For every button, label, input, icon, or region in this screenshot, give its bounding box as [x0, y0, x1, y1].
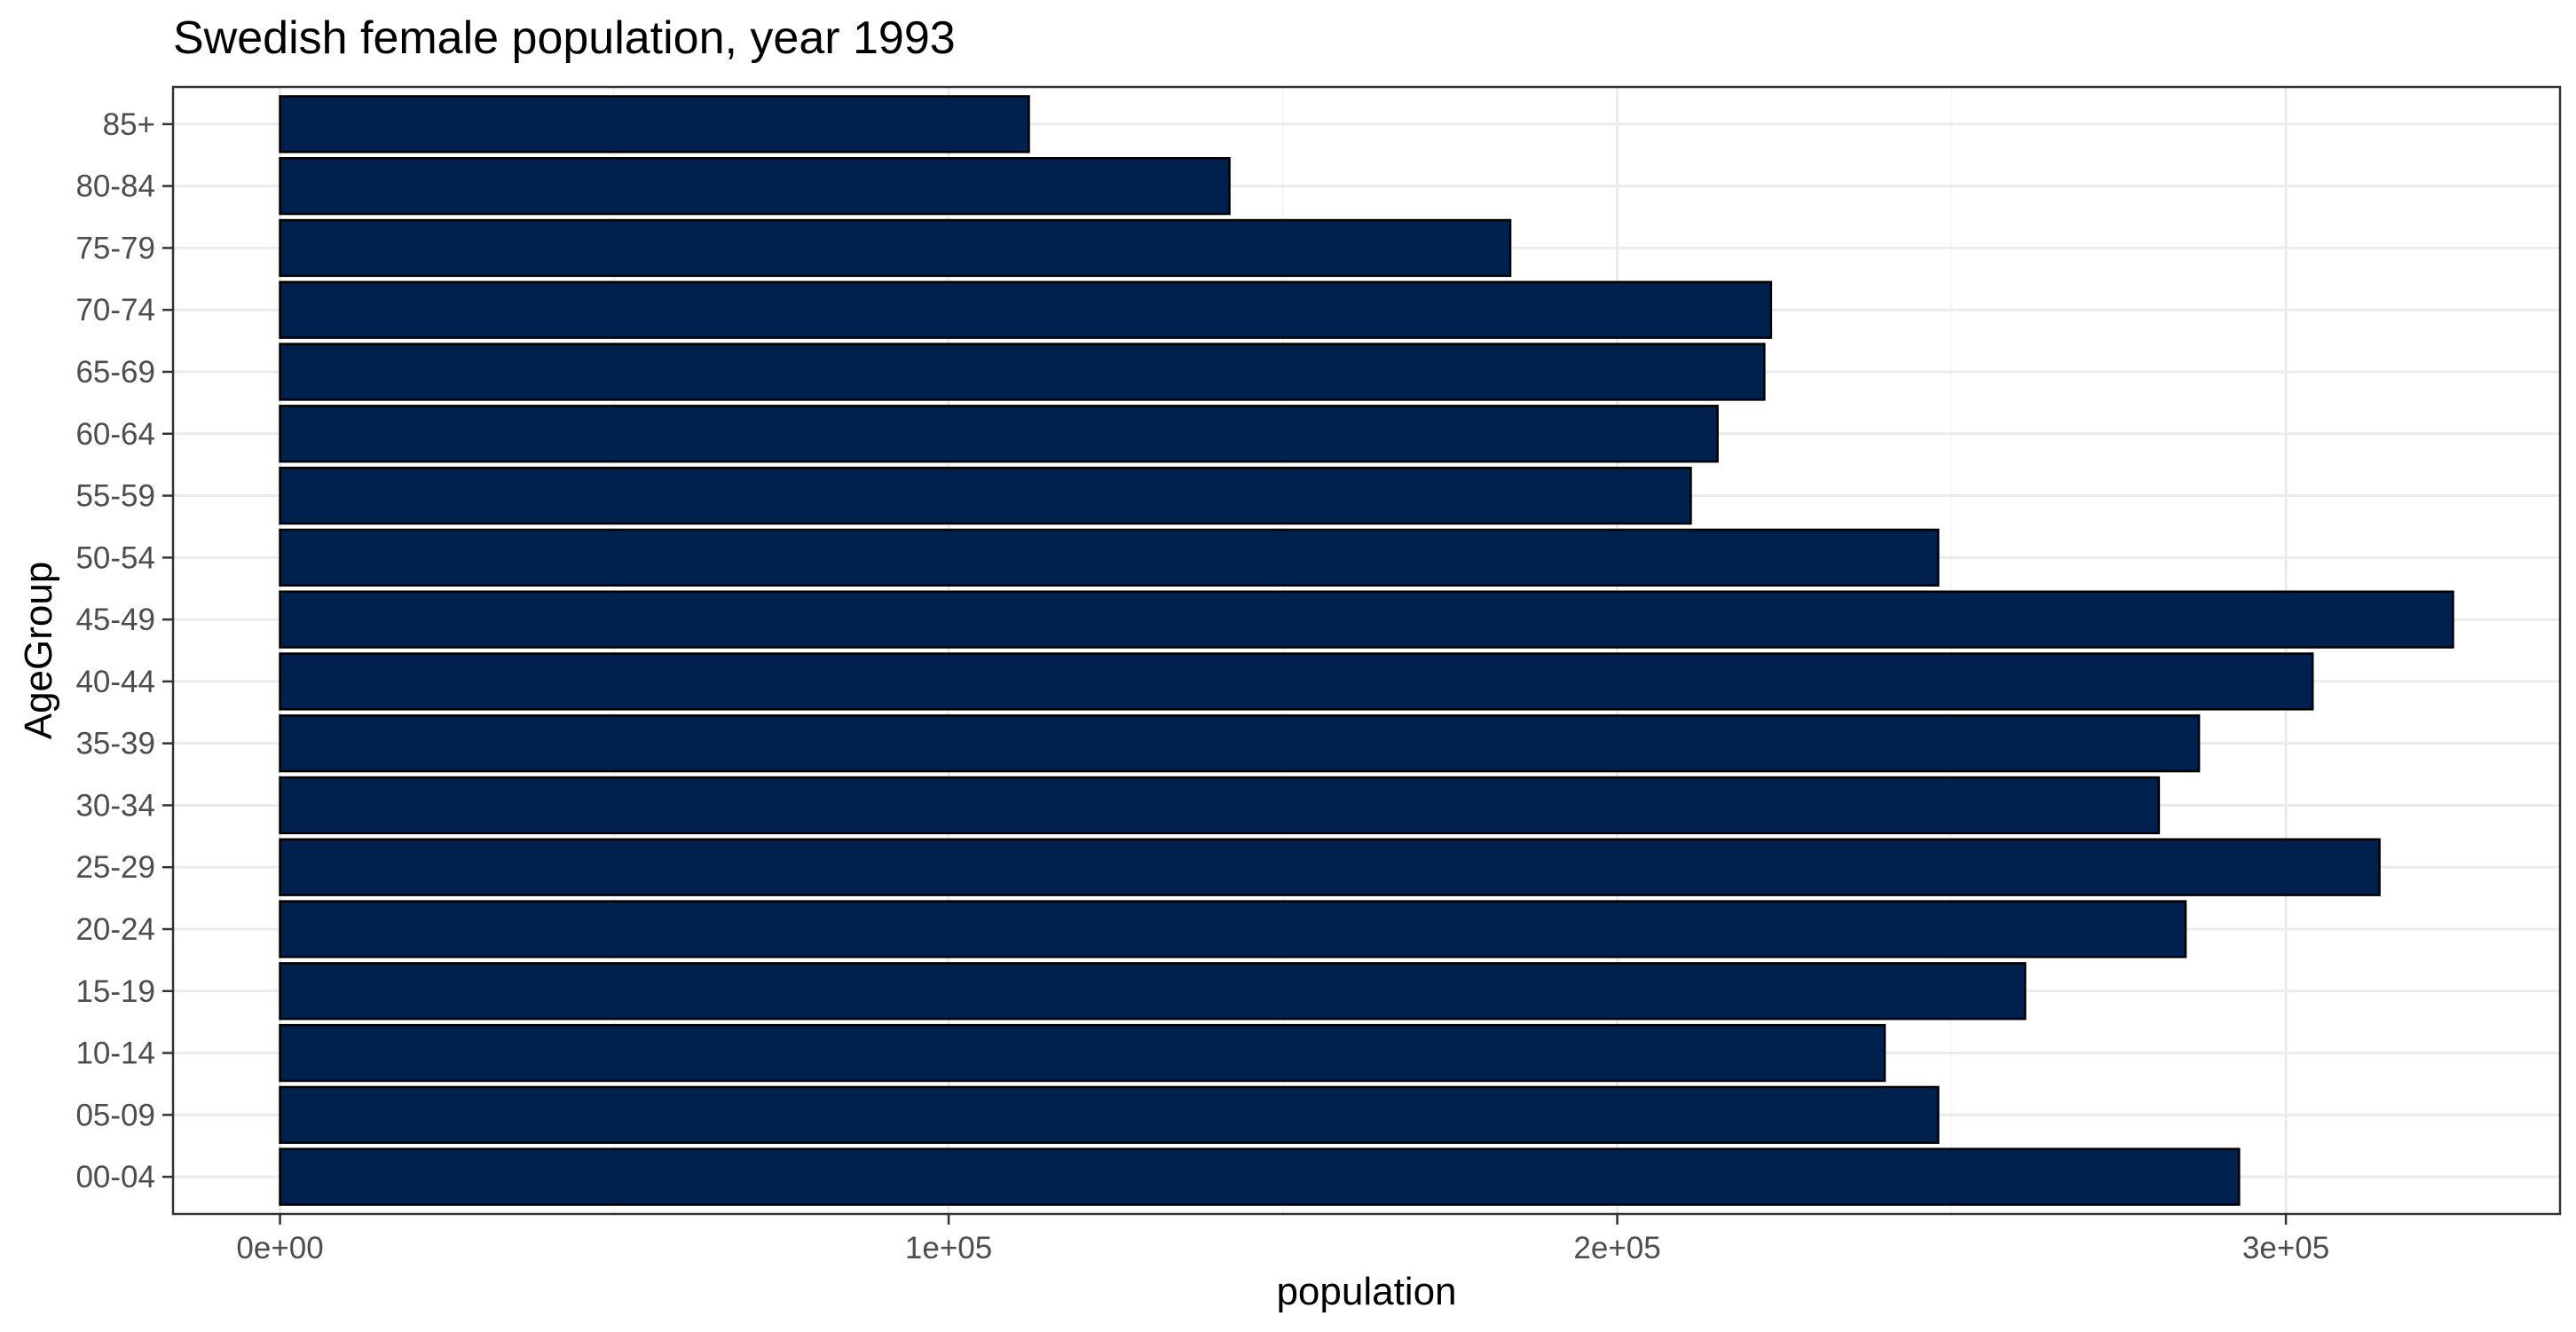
- y-tick-label: 40-44: [75, 665, 155, 699]
- bar-15-19: [279, 962, 2027, 1021]
- bar-50-54: [279, 528, 1940, 587]
- y-tick-label: 75-79: [75, 231, 155, 265]
- y-tick-label: 55-59: [75, 479, 155, 514]
- y-tick-label: 60-64: [75, 417, 155, 452]
- y-tick-label: 45-49: [75, 603, 155, 637]
- y-axis-title: AgeGroup: [17, 562, 60, 740]
- panel-border: [171, 85, 2562, 1216]
- y-tick-label: 15-19: [75, 974, 155, 1009]
- bar-45-49: [279, 590, 2454, 649]
- y-tick-label: 80-84: [75, 169, 155, 204]
- x-tick-label: 0e+00: [236, 1231, 323, 1265]
- bar-70-74: [279, 280, 1773, 339]
- bar-80-84: [279, 156, 1231, 216]
- y-axis-ticks: 00-04 05-09 10-14 15-19 20-24 25-29 30-34 35-39…: [75, 107, 173, 1194]
- y-tick-label: 05-09: [75, 1098, 155, 1132]
- bar-40-44: [279, 652, 2314, 711]
- x-tick-label: 1e+05: [905, 1231, 992, 1265]
- y-tick-label: 20-24: [75, 912, 155, 947]
- y-tick-label: 00-04: [75, 1160, 155, 1194]
- bars: [279, 95, 2454, 1206]
- bar-00-04: [279, 1147, 2241, 1206]
- y-tick-label: 30-34: [75, 788, 155, 823]
- y-tick-label: 25-29: [75, 850, 155, 885]
- bar-65-69: [279, 343, 1766, 401]
- bar-30-34: [279, 776, 2161, 835]
- x-tick-label: 3e+05: [2242, 1231, 2329, 1265]
- y-tick-label: 70-74: [75, 293, 155, 327]
- chart-title: Swedish female population, year 1993: [173, 12, 956, 64]
- x-axis-ticks: 0e+00 1e+05 2e+05 3e+05: [236, 1214, 2329, 1265]
- bar-35-39: [279, 714, 2201, 773]
- y-tick-label: 65-69: [75, 355, 155, 390]
- y-tick-label: 35-39: [75, 727, 155, 761]
- bar-60-64: [279, 405, 1719, 463]
- bar-85+: [279, 95, 1030, 154]
- bar-20-24: [279, 900, 2187, 958]
- bar-05-09: [279, 1085, 1940, 1145]
- bar-25-29: [279, 838, 2381, 896]
- bar-10-14: [279, 1023, 1887, 1083]
- y-tick-label: 10-14: [75, 1036, 155, 1071]
- bar-75-79: [279, 218, 1512, 278]
- bar-55-59: [279, 466, 1692, 525]
- y-tick-label: 85+: [103, 107, 155, 142]
- y-tick-label: 50-54: [75, 540, 155, 575]
- x-tick-label: 2e+05: [1573, 1231, 1660, 1265]
- x-axis-title: population: [1276, 1270, 1456, 1313]
